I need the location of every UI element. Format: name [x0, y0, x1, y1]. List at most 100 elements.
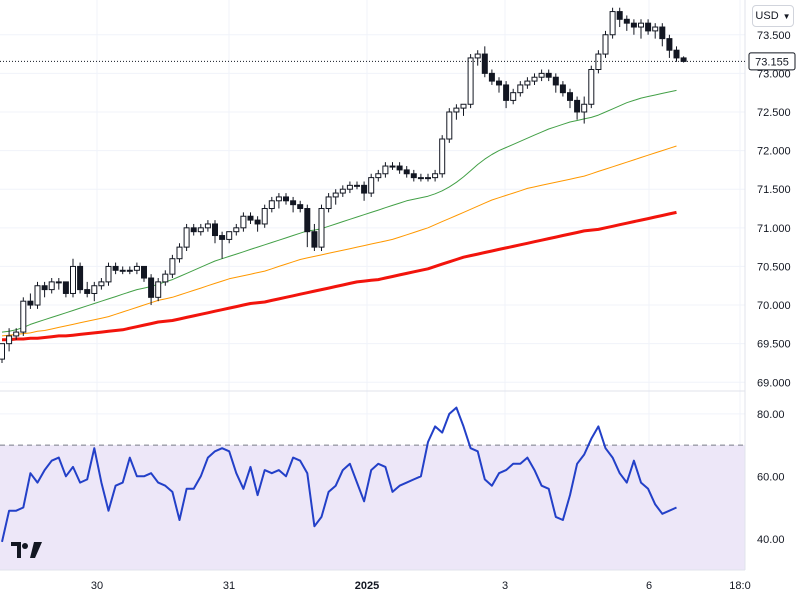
candle-body-down [503, 84, 510, 101]
candle-body-down [567, 92, 573, 101]
candle-body-down [574, 99, 581, 113]
candle-body-up [432, 173, 439, 179]
candle [673, 46, 680, 62]
candle [361, 181, 368, 201]
candle [183, 223, 190, 251]
candle-body-down [311, 231, 318, 248]
candle [0, 343, 5, 363]
candle [552, 73, 559, 93]
candle-body-down [645, 22, 652, 32]
candle [325, 193, 332, 213]
candle-body-up [588, 69, 595, 105]
candle [55, 278, 62, 290]
time-tick-label: 3 [502, 580, 508, 592]
candlestick-series [0, 7, 687, 363]
candle [375, 169, 382, 182]
tradingview-logo-icon[interactable] [10, 540, 44, 560]
candle [176, 243, 183, 263]
time-axis[interactable]: 30 31 2025 3 6 18:0 [91, 580, 751, 592]
candle [645, 19, 652, 35]
candle-body-down [552, 76, 559, 86]
candle [91, 281, 98, 302]
candle [240, 212, 247, 232]
candle-body-up [0, 343, 5, 360]
candle-body-down [27, 300, 34, 306]
candle [559, 81, 566, 97]
candle-body-up [55, 281, 62, 284]
candle-body-up [531, 76, 538, 82]
current-price-label: 73.155 [755, 56, 789, 68]
candle [609, 7, 616, 39]
candle [162, 270, 169, 286]
candle-body-down [659, 26, 666, 40]
time-tick-label: 31 [223, 580, 235, 592]
candle [247, 212, 254, 224]
candle-body-down [112, 265, 119, 271]
currency-label: USD [755, 10, 779, 22]
candle [488, 69, 495, 85]
candle-body-up [162, 273, 169, 283]
candle-body-up [368, 177, 375, 194]
candle-body-up [126, 269, 133, 272]
candle-body-down [630, 22, 637, 28]
candle [126, 266, 133, 275]
candle-body-down [559, 84, 566, 94]
moving-average-slow [2, 210, 677, 342]
candle [105, 262, 112, 286]
candle-body-up [176, 246, 183, 260]
candle [318, 204, 325, 251]
candle-body-up [268, 200, 275, 210]
candle [148, 274, 155, 306]
candle [311, 223, 318, 251]
candle-body-down [212, 223, 218, 237]
candle [190, 223, 197, 236]
rsi-tick-label: 80.00 [757, 409, 785, 421]
candle [680, 56, 687, 63]
candle-body-down [623, 18, 630, 24]
candle-body-up [652, 26, 659, 32]
candle-body-up [98, 281, 105, 287]
candle [545, 69, 552, 82]
candle-body-up [638, 22, 644, 28]
candle-body-up [226, 231, 233, 240]
candle-body-down [481, 53, 488, 74]
price-tick-label: 71.000 [757, 223, 791, 235]
current-price-tag: 73.155 [748, 52, 796, 71]
candle [538, 69, 545, 82]
candle [496, 77, 502, 93]
candle-body-down [403, 169, 410, 175]
candle [261, 204, 268, 228]
price-axis[interactable]: 73.500 73.000 72.500 72.000 71.500 71.000 70.5… [757, 30, 791, 390]
candle [368, 173, 375, 197]
candle-body-down [148, 277, 155, 298]
candle-body-down [283, 196, 289, 202]
candle-body-up [119, 269, 126, 272]
candle-body-up [510, 92, 517, 101]
rsi-axis[interactable]: 80.00 60.00 40.00 [757, 409, 785, 546]
currency-button[interactable]: USD ▼ [752, 5, 794, 27]
candle-body-up [460, 103, 467, 109]
time-tick-label: 6 [646, 580, 652, 592]
time-tick-label: 30 [91, 580, 103, 592]
candle [169, 254, 176, 279]
price-tick-label: 71.500 [757, 184, 791, 196]
candle-body-down [297, 204, 304, 210]
candle [354, 181, 360, 190]
candle-body-up [183, 227, 190, 248]
candle [155, 278, 162, 302]
candle-body-up [417, 177, 424, 180]
candle [616, 7, 623, 28]
rsi-tick-label: 40.00 [757, 534, 785, 546]
current-price-tag-box [748, 52, 796, 71]
candle [34, 281, 41, 309]
candle [602, 30, 609, 58]
candle-body-up [169, 258, 176, 275]
candle [581, 96, 588, 124]
candle [574, 96, 581, 120]
price-tick-label: 72.000 [757, 146, 791, 158]
candle-body-up [332, 192, 339, 198]
candle-body-up [318, 208, 325, 248]
rsi-band [0, 444, 745, 571]
candle-body-up [233, 227, 240, 233]
